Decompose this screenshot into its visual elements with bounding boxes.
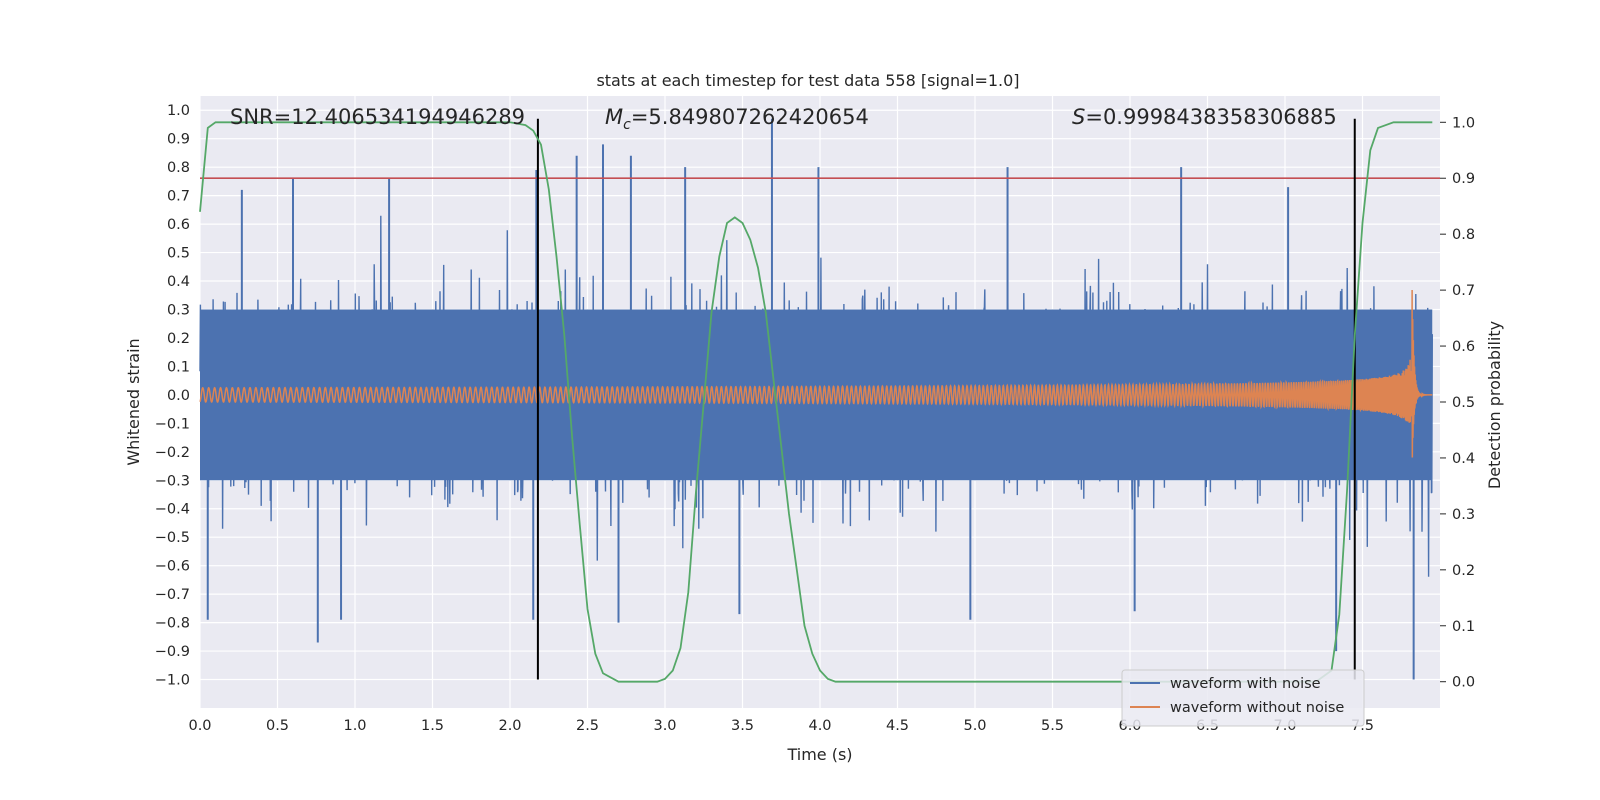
y-tick-label: 0.5 (167, 246, 190, 262)
y-tick-label: −0.5 (155, 530, 190, 546)
x-tick-label: 3.0 (653, 718, 676, 734)
y2-tick-labels: 1.0 0.9 0.8 0.7 0.6 0.5 0.4 0.3 0.2 0.1 0.0 (1440, 115, 1475, 691)
score-symbol: S (1072, 105, 1085, 129)
y2-tick-label: 0.1 (1452, 619, 1475, 635)
y2-tick-label: 0.3 (1452, 507, 1475, 523)
series (199, 118, 1440, 683)
y2-tick-label: 0.7 (1452, 283, 1475, 299)
chirp-mass-subscript: c (623, 117, 631, 133)
y-axis-label: Whitened strain (124, 338, 143, 465)
x-tick-labels: 0.00.51.01.52.02.53.03.54.04.55.05.56.06… (188, 718, 1374, 734)
x-axis-label: Time (s) (786, 745, 852, 764)
score-value: =0.9998438358306885 (1085, 105, 1336, 129)
x-tick-label: 2.0 (498, 718, 521, 734)
y2-tick-label: 0.9 (1452, 171, 1475, 187)
x-tick-label: 1.0 (343, 718, 366, 734)
y-tick-label: 0.4 (167, 274, 190, 290)
y-tick-label: −0.6 (155, 559, 190, 575)
chirp-trace (199, 290, 1433, 458)
y-tick-label: −1.0 (155, 673, 190, 689)
legend: waveform with noise waveform without noi… (1121, 669, 1365, 727)
y-tick-label: −0.4 (155, 502, 190, 518)
y2-tick-label: 1.0 (1452, 115, 1475, 131)
x-tick-label: 5.0 (963, 718, 986, 734)
y-tick-label: 0.3 (167, 302, 190, 318)
chirp-mass-symbol: M (605, 105, 623, 129)
chart-title: stats at each timestep for test data 558… (596, 71, 1019, 90)
y-tick-label: −0.8 (155, 616, 190, 632)
x-tick-label: 2.5 (576, 718, 599, 734)
snr-annotation: SNR=12.406534194946289 (230, 105, 525, 129)
y-tick-label: −0.9 (155, 644, 190, 660)
y2-tick-label: 0.2 (1452, 563, 1475, 579)
y-tick-label: 0.6 (167, 217, 190, 233)
x-tick-label: 4.0 (808, 718, 831, 734)
y2-axis-label: Detection probability (1485, 321, 1504, 489)
y2-tick-label: 0.8 (1452, 227, 1475, 243)
y2-tick-label: 0.6 (1452, 339, 1475, 355)
y-tick-label: −0.2 (155, 445, 190, 461)
y-tick-label: 0.7 (167, 189, 190, 205)
y-tick-label: −0.3 (155, 473, 190, 489)
legend-label-noise: waveform with noise (1170, 676, 1321, 692)
y-tick-label: 0.2 (167, 331, 190, 347)
y-tick-label: −0.1 (155, 416, 190, 432)
y-tick-label: 0.8 (167, 160, 190, 176)
y2-tick-label: 0.5 (1452, 395, 1475, 411)
x-tick-label: 4.5 (886, 718, 909, 734)
x-tick-label: 5.5 (1041, 718, 1064, 734)
chirp-mass-value: =5.849807262420654 (631, 105, 869, 129)
series-waveform-without-noise (199, 290, 1433, 458)
y-tick-label: 0.0 (167, 388, 190, 404)
chirp-mass-annotation: Mc=5.849807262420654 (605, 105, 869, 133)
y2-tick-label: 0.4 (1452, 451, 1475, 467)
score-annotation: S=0.9998438358306885 (1072, 105, 1337, 129)
y-tick-labels: 1.0 0.9 0.8 0.7 0.6 0.5 0.4 0.3 0.2 0.1 0.0 −0.1 −0.… (155, 103, 190, 688)
y-tick-label: 0.9 (167, 132, 190, 148)
x-tick-label: 0.0 (188, 718, 211, 734)
y-tick-label: 0.1 (167, 359, 190, 375)
x-tick-label: 1.5 (421, 718, 444, 734)
overlay-lines (200, 118, 1440, 680)
legend-box (1121, 669, 1365, 727)
y-tick-label: 1.0 (167, 103, 190, 119)
y-tick-label: −0.7 (155, 587, 190, 603)
x-tick-label: 0.5 (266, 718, 289, 734)
y2-tick-label: 0.0 (1452, 675, 1475, 691)
x-tick-label: 3.5 (731, 718, 754, 734)
legend-label-clean: waveform without noise (1170, 700, 1344, 716)
